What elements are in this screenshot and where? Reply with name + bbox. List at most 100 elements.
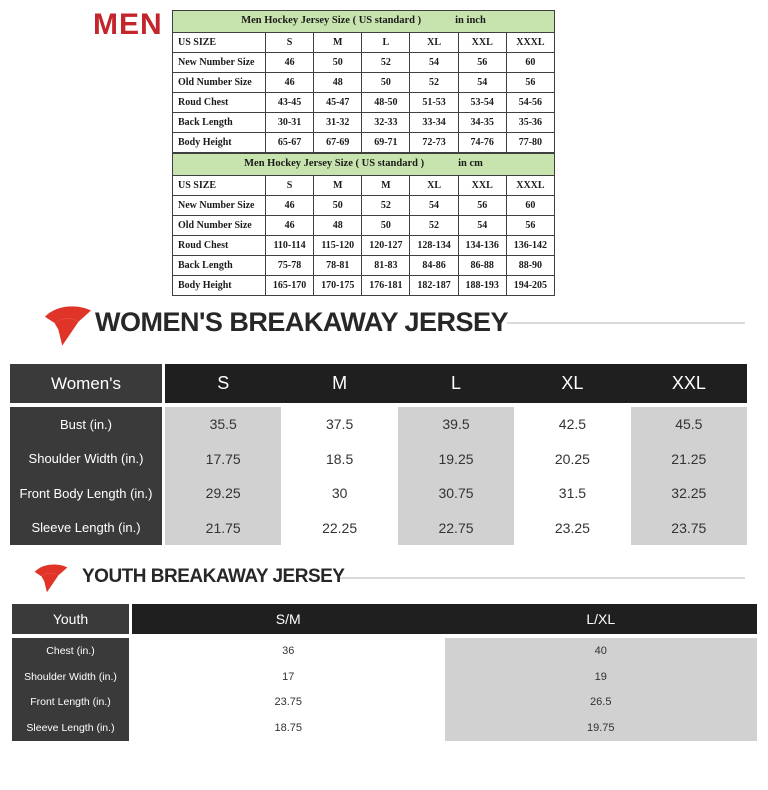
table-row: Back Length 75-78 78-81 81-83 84-86 86-88 88-9… bbox=[172, 255, 556, 276]
table-row: Body Height 65-67 67-69 69-71 72-73 74-76 77-8… bbox=[172, 132, 556, 153]
header-band: S M L XL XXL bbox=[165, 364, 747, 403]
size-value-cell: 52 bbox=[361, 195, 411, 216]
size-value-cell: 30 bbox=[331, 485, 348, 502]
size-value-cell: 86-88 bbox=[457, 255, 507, 276]
size-value-cell: 50 bbox=[313, 195, 363, 216]
size-value-cell: 51-53 bbox=[409, 92, 459, 113]
column-header: S bbox=[217, 373, 230, 393]
size-value-cell: 18.75 bbox=[274, 722, 303, 735]
column-header: XXL bbox=[457, 175, 507, 196]
size-value-cell: 128-134 bbox=[409, 235, 459, 256]
womens-size-table: Women's S M L XL XXL Bust (in.) Shoulder Width … bbox=[10, 364, 748, 545]
size-value-cell: 19.25 bbox=[438, 450, 474, 467]
row-label: Front Length (in.) bbox=[30, 696, 111, 709]
table-row: Body Height 165-170 170-175 176-181 182-187 1… bbox=[172, 275, 556, 296]
size-value-cell: 72-73 bbox=[409, 132, 459, 153]
size-value-cell: 31-32 bbox=[313, 112, 363, 133]
youth-heading-divider bbox=[340, 577, 745, 579]
column-header: XL bbox=[561, 373, 584, 393]
column-header: L bbox=[451, 373, 462, 393]
size-value-cell: 53-54 bbox=[457, 92, 507, 113]
size-value-cell: 32.25 bbox=[671, 485, 707, 502]
size-value-cell: 115-120 bbox=[313, 235, 363, 256]
size-value-cell: 33-34 bbox=[409, 112, 459, 133]
size-value-cell: 26.5 bbox=[590, 696, 612, 709]
table-title-row: Men Hockey Jersey Size ( US standard ) in… bbox=[172, 153, 555, 176]
table-body: Bust (in.) Shoulder Width (in.) Front Body… bbox=[10, 407, 748, 545]
column-header: XXXL bbox=[505, 32, 556, 53]
size-value-cell: 182-187 bbox=[409, 275, 459, 296]
size-value-cell: 36 bbox=[282, 644, 295, 657]
size-value-cell: 50 bbox=[313, 52, 363, 73]
size-value-cell: 40 bbox=[594, 644, 607, 657]
size-value-cell: 48 bbox=[313, 215, 363, 236]
table-row: Back Length 30-31 31-32 32-33 33-34 34-35 35-3… bbox=[172, 112, 556, 133]
row-label-column: Chest (in.) Shoulder Width (in.) Front Len… bbox=[12, 638, 129, 741]
size-value-cell: 29.25 bbox=[205, 485, 241, 502]
size-value-cell: 69-71 bbox=[361, 132, 411, 153]
size-value-cell: 75-78 bbox=[264, 255, 315, 276]
size-column: 40 19 26.5 19.75 bbox=[444, 638, 757, 741]
table-title-cell: Men Hockey Jersey Size ( US standard ) in… bbox=[172, 10, 555, 33]
size-value-cell: 42.5 bbox=[558, 416, 587, 433]
table-row: Roud Chest 110-114 115-120 120-127 128-134 13… bbox=[172, 235, 556, 256]
size-value-cell: 56 bbox=[457, 52, 507, 73]
column-header: XXL bbox=[671, 373, 706, 393]
size-value-cell: 19 bbox=[594, 670, 607, 683]
size-value-cell: 110-114 bbox=[264, 235, 315, 256]
size-value-cell: 136-142 bbox=[505, 235, 556, 256]
size-value-cell: 56 bbox=[457, 195, 507, 216]
size-value-cell: 88-90 bbox=[505, 255, 556, 276]
size-value-cell: 84-86 bbox=[409, 255, 459, 276]
size-value-cell: 43-45 bbox=[264, 92, 315, 113]
row-label: Back Length bbox=[172, 112, 266, 133]
row-label: Roud Chest bbox=[172, 92, 266, 113]
size-value-cell: 188-193 bbox=[457, 275, 507, 296]
table-unit: in inch bbox=[455, 15, 486, 27]
table-row: Old Number Size 46 48 50 52 54 56 bbox=[172, 215, 556, 236]
size-value-cell: 23.25 bbox=[554, 519, 590, 536]
column-header: M bbox=[313, 32, 363, 53]
table-title: Men Hockey Jersey Size ( US standard ) bbox=[241, 15, 422, 27]
row-label: New Number Size bbox=[172, 195, 266, 216]
table-title-cell: Men Hockey Jersey Size ( US standard ) in… bbox=[172, 153, 555, 176]
row-label: Front Body Length (in.) bbox=[19, 485, 153, 501]
size-value-cell: 46 bbox=[264, 52, 315, 73]
size-value-cell: 45-47 bbox=[313, 92, 363, 113]
size-value-cell: 170-175 bbox=[313, 275, 363, 296]
size-value-cell: 45.5 bbox=[675, 416, 703, 433]
column-header: US SIZE bbox=[172, 175, 266, 196]
size-value-cell: 30-31 bbox=[264, 112, 315, 133]
row-label: Sleeve Length (in.) bbox=[26, 722, 115, 735]
size-value-cell: 120-127 bbox=[361, 235, 411, 256]
size-value-cell: 56 bbox=[505, 72, 556, 93]
size-value-cell: 77-80 bbox=[505, 132, 556, 153]
column-header: XL bbox=[409, 32, 459, 53]
size-column: 45.5 21.25 32.25 23.75 bbox=[630, 407, 748, 545]
size-value-cell: 65-67 bbox=[264, 132, 315, 153]
fanatics-flag-icon bbox=[44, 306, 92, 346]
size-value-cell: 30.75 bbox=[438, 485, 474, 502]
table-corner-label: Youth bbox=[12, 604, 129, 634]
column-header-row: US SIZE S M M XL XXL XXXL bbox=[172, 175, 556, 196]
column-header: XL bbox=[409, 175, 459, 196]
size-value-cell: 134-136 bbox=[457, 235, 507, 256]
womens-heading-divider bbox=[507, 322, 745, 324]
size-value-cell: 54 bbox=[409, 195, 459, 216]
size-value-cell: 20.25 bbox=[554, 450, 590, 467]
size-value-cell: 52 bbox=[361, 52, 411, 73]
size-value-cell: 23.75 bbox=[671, 519, 707, 536]
column-header: M bbox=[332, 373, 348, 393]
size-value-cell: 35.5 bbox=[209, 416, 237, 433]
size-column: 39.5 19.25 30.75 22.75 bbox=[397, 407, 515, 545]
size-value-cell: 194-205 bbox=[505, 275, 556, 296]
table-header-row: Women's S M L XL XXL bbox=[10, 364, 747, 403]
column-header: L/XL bbox=[586, 611, 616, 627]
size-value-cell: 17.75 bbox=[205, 450, 241, 467]
size-value-cell: 37.5 bbox=[325, 416, 354, 433]
size-value-cell: 39.5 bbox=[442, 416, 470, 433]
table-body: Chest (in.) Shoulder Width (in.) Front Len… bbox=[12, 638, 757, 741]
data-columns: 36 17 23.75 18.75 40 19 26.5 19.75 bbox=[132, 638, 757, 741]
column-header: US SIZE bbox=[172, 32, 266, 53]
table-title-row: Men Hockey Jersey Size ( US standard ) in… bbox=[172, 10, 555, 33]
